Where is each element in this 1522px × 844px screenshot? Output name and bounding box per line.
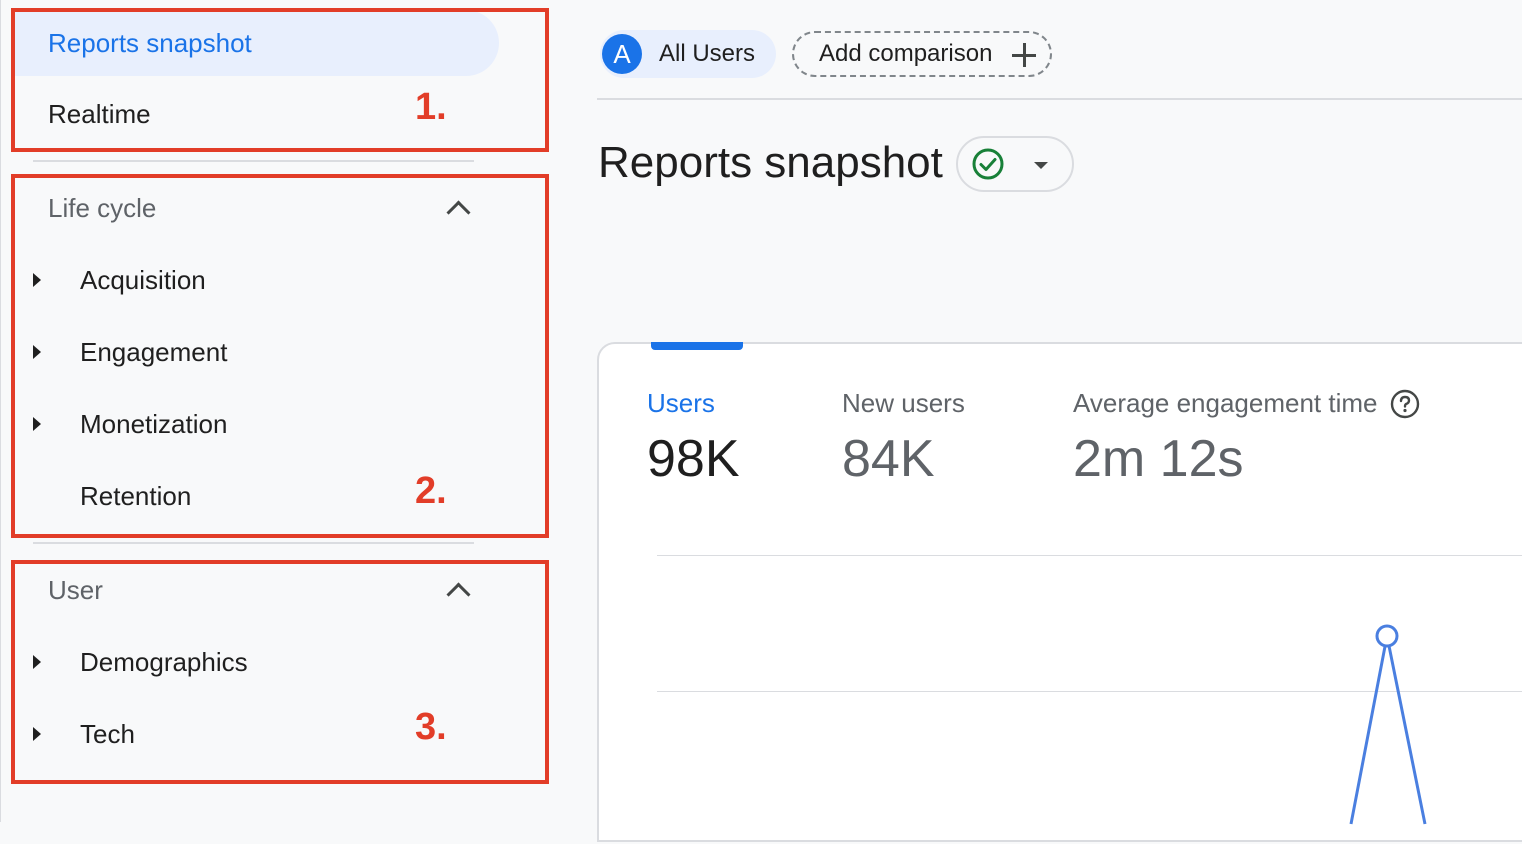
metric-value: 84K (842, 430, 935, 488)
sidebar-item-label: Engagement (80, 336, 228, 367)
dropdown-arrow-icon (1034, 162, 1048, 169)
sidebar-nav: Reports snapshot Realtime Life cycle Acq… (0, 0, 561, 822)
metric-label-row: Average engagement time (1073, 388, 1420, 419)
sidebar-item-label: Demographics (80, 646, 248, 677)
annotation-number: 1. (415, 86, 447, 128)
sidebar-divider (33, 542, 474, 544)
sidebar-item-retention[interactable]: Retention (1, 464, 501, 528)
section-title: User (48, 574, 103, 605)
metric-label: Average engagement time (1073, 388, 1378, 418)
metric-tab-average-engagement-time[interactable]: Average engagement time 2m 12s (1073, 388, 1420, 489)
add-comparison-label: Add comparison (819, 40, 993, 67)
section-title: Life cycle (48, 192, 157, 223)
selected-tab-indicator (651, 342, 743, 350)
page-title: Reports snapshot (598, 138, 943, 187)
sidebar-item-monetization[interactable]: Monetization (1, 392, 501, 456)
caret-right-icon (33, 273, 41, 287)
section-header-life-cycle[interactable]: Life cycle (1, 176, 501, 240)
help-icon[interactable] (1390, 389, 1420, 419)
sidebar-item-label: Tech (80, 718, 135, 749)
add-comparison-button[interactable]: Add comparison (792, 31, 1052, 77)
sidebar-item-label: Acquisition (80, 264, 206, 295)
metric-label: New users (842, 388, 965, 418)
caret-right-icon (33, 345, 41, 359)
annotation-box-2 (11, 174, 549, 538)
metric-label: Users (647, 388, 715, 418)
metric-tab-users[interactable]: Users 98K (647, 388, 740, 489)
main-content: A All Users Add comparison Reports snaps… (560, 0, 1522, 842)
caret-right-icon (33, 655, 41, 669)
plus-icon (1012, 43, 1036, 67)
sidebar-item-reports-snapshot[interactable]: Reports snapshot (13, 10, 499, 76)
sidebar-item-tech[interactable]: Tech (1, 702, 501, 766)
sidebar-item-label: Reports snapshot (48, 27, 252, 58)
sidebar-item-realtime[interactable]: Realtime (1, 82, 501, 146)
annotation-number: 3. (415, 706, 447, 748)
sidebar-item-acquisition[interactable]: Acquisition (1, 248, 501, 312)
metric-value: 98K (647, 430, 740, 488)
metric-value: 2m 12s (1073, 430, 1244, 488)
annotation-number: 2. (415, 470, 447, 512)
metric-tab-new-users[interactable]: New users 84K (842, 388, 965, 489)
chart-series-line (1349, 635, 1427, 825)
segment-avatar: A (602, 34, 642, 74)
section-header-user[interactable]: User (1, 558, 501, 622)
caret-right-icon (33, 417, 41, 431)
sidebar-item-engagement[interactable]: Engagement (1, 320, 501, 384)
sidebar-divider (33, 160, 474, 162)
annotation-box-1 (11, 8, 549, 152)
chart-gridline (657, 555, 1522, 556)
annotation-box-3 (11, 560, 549, 784)
check-circle-icon (972, 148, 1004, 180)
sidebar-item-label: Retention (80, 480, 192, 511)
sidebar-item-label: Monetization (80, 408, 228, 439)
sidebar-item-label: Realtime (48, 98, 151, 129)
segment-label: All Users (659, 40, 756, 67)
users-line-chart (1349, 624, 1427, 825)
sidebar-item-demographics[interactable]: Demographics (1, 630, 501, 694)
report-status-dropdown[interactable] (956, 136, 1074, 192)
chart-gridline (657, 691, 1522, 692)
header-divider (597, 98, 1522, 100)
segment-chip-all-users[interactable]: A All Users (600, 30, 776, 78)
chart-data-point (1375, 624, 1399, 648)
caret-right-icon (33, 727, 41, 741)
metrics-card: Users 98K New users 84K Average engageme… (597, 342, 1522, 842)
